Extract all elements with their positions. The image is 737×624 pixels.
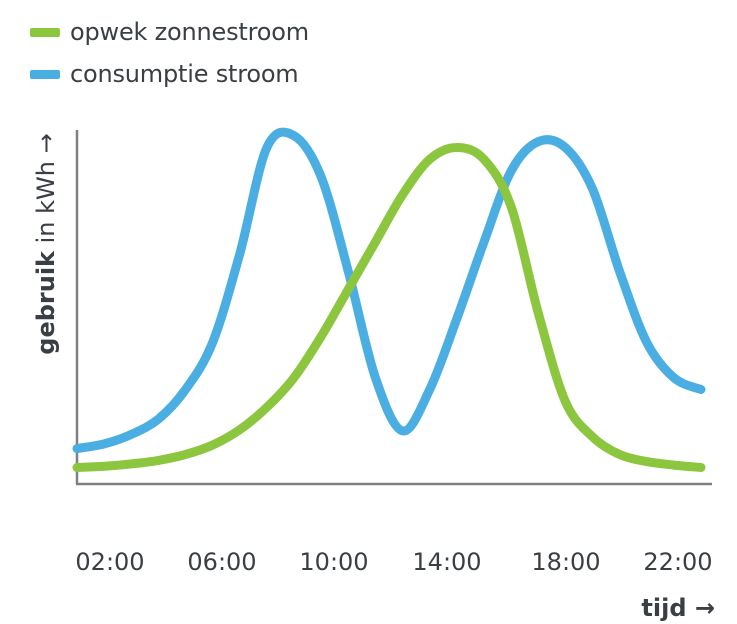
x-tick-label: 22:00 (643, 548, 713, 576)
series-layer (72, 127, 706, 472)
legend-label-consumption: consumptie stroom (70, 60, 299, 88)
y-axis-label-bold: gebruik (32, 250, 60, 355)
x-axis-label: tijd → (641, 594, 715, 622)
series-line-consumption (72, 127, 706, 454)
axes (75, 130, 712, 486)
y-axis-label: gebruik in kWh → (32, 133, 60, 354)
x-tick-label: 06:00 (187, 548, 257, 576)
series-line-solar (72, 143, 706, 472)
x-tick-label: 14:00 (412, 548, 482, 576)
x-tick-label: 02:00 (75, 548, 145, 576)
y-axis-label-rest: in kWh → (32, 133, 60, 251)
legend-swatch-solar (30, 27, 60, 37)
legend-swatch-consumption (30, 69, 60, 79)
legend-label-solar: opwek zonnestroom (70, 18, 309, 46)
x-tick-label: 18:00 (531, 548, 601, 576)
x-tick-label: 10:00 (299, 548, 369, 576)
legend-item-consumption: consumptie stroom (30, 60, 299, 88)
legend-item-solar: opwek zonnestroom (30, 18, 309, 46)
